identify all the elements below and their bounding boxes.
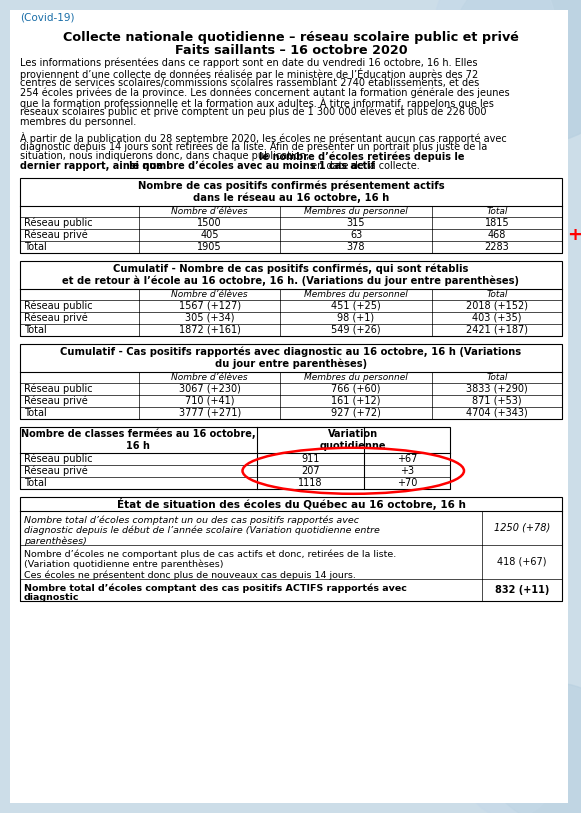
- Text: Nombre total d’écoles comptant un ou des cas positifs rapportés avec: Nombre total d’écoles comptant un ou des…: [24, 515, 359, 525]
- Text: 1815: 1815: [485, 218, 510, 228]
- Text: 254 écoles privées de la province. Les données concernent autant la formation gé: 254 écoles privées de la province. Les d…: [20, 88, 510, 98]
- Text: Membres du personnel: Membres du personnel: [304, 207, 408, 215]
- Text: 451 (+25): 451 (+25): [331, 301, 381, 311]
- FancyBboxPatch shape: [20, 261, 562, 336]
- Text: 161 (+12): 161 (+12): [331, 396, 381, 406]
- Text: Total: Total: [24, 325, 46, 335]
- Text: 2283: 2283: [485, 241, 510, 252]
- Text: 3777 (+271): 3777 (+271): [178, 408, 241, 418]
- Text: Total: Total: [24, 408, 46, 418]
- Text: 403 (+35): 403 (+35): [472, 313, 522, 323]
- Text: Réseau privé: Réseau privé: [24, 312, 88, 323]
- Text: réseaux scolaires public et privé comptent un peu plus de 1 300 000 élèves et pl: réseaux scolaires public et privé compte…: [20, 107, 486, 118]
- Circle shape: [485, 683, 581, 813]
- Text: 1872 (+161): 1872 (+161): [179, 325, 241, 335]
- Text: 1118: 1118: [298, 478, 322, 488]
- Text: 63: 63: [350, 230, 362, 240]
- Text: État de situation des écoles du Québec au 16 octobre, 16 h: État de situation des écoles du Québec a…: [117, 498, 465, 510]
- Text: Réseau public: Réseau public: [24, 454, 92, 464]
- Text: 315: 315: [347, 218, 365, 228]
- Text: Membres du personnel: Membres du personnel: [304, 373, 408, 382]
- Text: que la formation professionnelle et la formation aux adultes. À titre informatif: que la formation professionnelle et la f…: [20, 98, 494, 109]
- Text: Nombre de cas positifs confirmés présentement actifs
dans le réseau au 16 octobr: Nombre de cas positifs confirmés présent…: [138, 180, 444, 203]
- Text: 207: 207: [301, 466, 320, 476]
- Text: (Variation quotidienne entre parenthèses): (Variation quotidienne entre parenthèses…: [24, 559, 224, 569]
- Circle shape: [435, 0, 555, 83]
- Text: Membres du personnel: Membres du personnel: [304, 289, 408, 299]
- Text: le nombre d’écoles retirées depuis le: le nombre d’écoles retirées depuis le: [259, 151, 464, 162]
- Text: diagnostic depuis le début de l’année scolaire (Variation quotidienne entre: diagnostic depuis le début de l’année sc…: [24, 526, 380, 535]
- FancyBboxPatch shape: [20, 427, 450, 489]
- Text: 378: 378: [347, 241, 365, 252]
- Text: membres du personnel.: membres du personnel.: [20, 117, 137, 127]
- Text: 832 (+11): 832 (+11): [495, 585, 549, 595]
- Text: 710 (+41): 710 (+41): [185, 396, 235, 406]
- Text: Nombre total d’écoles comptant des cas positifs ACTIFS rapportés avec: Nombre total d’écoles comptant des cas p…: [24, 583, 407, 593]
- Circle shape: [450, 0, 581, 143]
- Text: 405: 405: [200, 230, 219, 240]
- Text: 1500: 1500: [198, 218, 222, 228]
- Text: Nombre d’élèves: Nombre d’élèves: [171, 207, 248, 215]
- Text: 2018 (+152): 2018 (+152): [466, 301, 528, 311]
- Text: 3833 (+290): 3833 (+290): [466, 384, 528, 393]
- Text: Réseau privé: Réseau privé: [24, 229, 88, 240]
- Text: 549 (+26): 549 (+26): [331, 325, 381, 335]
- Text: diagnostic: diagnostic: [24, 593, 80, 602]
- Text: Réseau privé: Réseau privé: [24, 466, 88, 476]
- FancyBboxPatch shape: [20, 178, 562, 253]
- Text: À partir de la publication du 28 septembre 2020, les écoles ne présentant aucun : À partir de la publication du 28 septemb…: [20, 132, 507, 144]
- Text: Nombre de classes fermées au 16 octobre,
16 h: Nombre de classes fermées au 16 octobre,…: [21, 428, 256, 451]
- Text: 871 (+53): 871 (+53): [472, 396, 522, 406]
- Text: diagnostic depuis 14 jours sont retirées de la liste. Afin de présenter un portr: diagnostic depuis 14 jours sont retirées…: [20, 141, 487, 152]
- Text: (Covid-19): (Covid-19): [20, 13, 74, 23]
- Text: Nombre d’élèves: Nombre d’élèves: [171, 289, 248, 299]
- Text: Total: Total: [24, 241, 46, 252]
- Text: 468: 468: [488, 230, 506, 240]
- Text: 766 (+60): 766 (+60): [331, 384, 381, 393]
- Text: Réseau public: Réseau public: [24, 301, 92, 311]
- FancyBboxPatch shape: [20, 497, 562, 601]
- Text: Cumulatif - Cas positifs rapportés avec diagnostic au 16 octobre, 16 h (Variatio: Cumulatif - Cas positifs rapportés avec …: [60, 346, 522, 369]
- Text: 305 (+34): 305 (+34): [185, 313, 235, 323]
- Text: dernier rapport, ainsi que: dernier rapport, ainsi que: [20, 161, 166, 171]
- Text: Total: Total: [24, 478, 46, 488]
- Text: +3: +3: [400, 466, 414, 476]
- Text: 911: 911: [301, 454, 320, 463]
- Text: Ces écoles ne présentent donc plus de nouveaux cas depuis 14 jours.: Ces écoles ne présentent donc plus de no…: [24, 570, 356, 580]
- Text: proviennent d’une collecte de données réalisée par le ministère de l’Éducation a: proviennent d’une collecte de données ré…: [20, 67, 478, 80]
- Circle shape: [465, 728, 555, 813]
- Text: Total: Total: [486, 289, 508, 299]
- Text: 3067 (+230): 3067 (+230): [179, 384, 241, 393]
- Text: Nombre d’écoles ne comportant plus de cas actifs et donc, retirées de la liste.: Nombre d’écoles ne comportant plus de ca…: [24, 550, 396, 559]
- Text: +182: +182: [567, 226, 581, 244]
- Text: le nombre d’écoles avec au moins 1 cas actif: le nombre d’écoles avec au moins 1 cas a…: [130, 161, 375, 171]
- FancyBboxPatch shape: [10, 10, 568, 803]
- Text: centres de services scolaires/commissions scolaires rassemblant 2740 établisseme: centres de services scolaires/commission…: [20, 77, 479, 88]
- Text: Les informations présentées dans ce rapport sont en date du vendredi 16 octobre,: Les informations présentées dans ce rapp…: [20, 58, 478, 68]
- Text: 1905: 1905: [198, 241, 222, 252]
- Text: Variation
quotidienne: Variation quotidienne: [320, 429, 386, 450]
- Text: situation, nous indiquerons donc, dans chaque publication,: situation, nous indiquerons donc, dans c…: [20, 151, 312, 161]
- Text: Total: Total: [486, 207, 508, 215]
- Text: Nombre d’élèves: Nombre d’élèves: [171, 373, 248, 382]
- Text: 1250 (+78): 1250 (+78): [494, 523, 550, 533]
- Text: +67: +67: [397, 454, 417, 463]
- Text: 1567 (+127): 1567 (+127): [178, 301, 241, 311]
- Text: Cumulatif - Nombre de cas positifs confirmés, qui sont rétablis
et de retour à l: Cumulatif - Nombre de cas positifs confi…: [63, 263, 519, 286]
- Text: Réseau public: Réseau public: [24, 218, 92, 228]
- Text: 418 (+67): 418 (+67): [497, 557, 547, 567]
- Text: Réseau public: Réseau public: [24, 384, 92, 394]
- Text: 98 (+1): 98 (+1): [338, 313, 375, 323]
- FancyBboxPatch shape: [20, 344, 562, 419]
- Text: Réseau privé: Réseau privé: [24, 396, 88, 406]
- Text: 4704 (+343): 4704 (+343): [466, 408, 528, 418]
- Text: 2421 (+187): 2421 (+187): [466, 325, 528, 335]
- Text: parenthèses): parenthèses): [24, 536, 87, 546]
- Text: Collecte nationale quotidienne – réseau scolaire public et privé: Collecte nationale quotidienne – réseau …: [63, 31, 519, 44]
- Text: +70: +70: [397, 478, 417, 488]
- Text: Total: Total: [486, 373, 508, 382]
- Text: en date de la collecte.: en date de la collecte.: [307, 161, 419, 171]
- Text: 927 (+72): 927 (+72): [331, 408, 381, 418]
- Text: Faits saillants – 16 octobre 2020: Faits saillants – 16 octobre 2020: [175, 44, 407, 57]
